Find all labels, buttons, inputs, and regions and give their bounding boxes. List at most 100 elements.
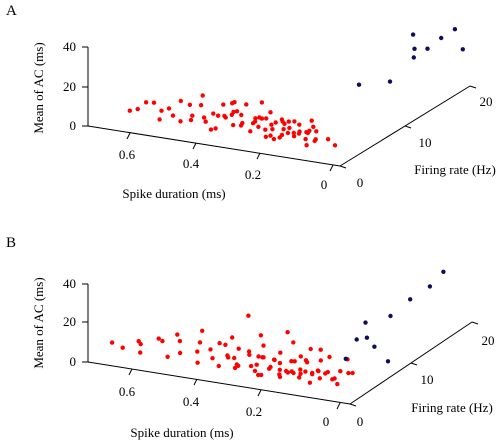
data-point-series-1 xyxy=(325,137,331,142)
y-axis-label: Firing rate (Hz) xyxy=(411,400,493,415)
z-tick-label: 20 xyxy=(63,314,76,329)
data-point-series-1 xyxy=(291,340,296,345)
data-point-series-1 xyxy=(203,119,208,124)
data-point-series-1 xyxy=(236,363,241,368)
data-point-series-1 xyxy=(296,131,302,136)
data-point-series-1 xyxy=(248,129,253,134)
data-point-series-1 xyxy=(138,350,143,355)
data-point-series-1 xyxy=(303,358,309,363)
y-tick-label: 0 xyxy=(357,175,364,190)
data-point-series-1 xyxy=(298,367,303,372)
data-point-series-1 xyxy=(318,347,323,352)
data-point-series-1 xyxy=(291,130,296,136)
x-axis-label: Spike duration (ms) xyxy=(122,186,225,201)
data-point-series-1 xyxy=(247,352,252,357)
data-point-series-1 xyxy=(303,136,308,142)
data-point-series-1 xyxy=(201,115,207,120)
data-point-series-1 xyxy=(330,377,335,382)
panel-b: B 0 20 40 0.6 0.4 0.2 0 0 10 20 Mean of … xyxy=(6,235,495,440)
data-point-series-1 xyxy=(314,129,319,134)
data-point-series-1 xyxy=(231,122,236,128)
z-tick-label: 0 xyxy=(70,354,77,369)
data-point-series-1 xyxy=(258,333,264,338)
data-point-series-1 xyxy=(170,113,176,118)
data-point-series-1 xyxy=(268,364,273,370)
x-tick-mark xyxy=(256,152,261,160)
data-point-series-1 xyxy=(261,343,266,348)
data-point-series-1 xyxy=(175,332,180,337)
data-point-series-2 xyxy=(364,335,370,340)
data-point-series-1 xyxy=(187,102,193,108)
data-point-series-1 xyxy=(246,313,251,318)
data-point-series-1 xyxy=(143,100,149,105)
data-point-series-1 xyxy=(165,354,170,359)
data-point-series-1 xyxy=(195,349,200,354)
data-point-series-1 xyxy=(310,371,315,377)
x-axis-label: Spike duration (ms) xyxy=(130,425,233,440)
data-point-series-1 xyxy=(200,93,205,98)
data-point-series-1 xyxy=(252,368,258,374)
data-point-series-1 xyxy=(313,137,318,142)
x-tick-mark xyxy=(329,164,334,172)
x-tick-mark xyxy=(193,378,198,386)
x-tick-label: 0.6 xyxy=(119,147,136,162)
data-point-series-1 xyxy=(215,113,221,118)
data-point-series-1 xyxy=(208,127,214,132)
data-point-series-2 xyxy=(385,359,391,364)
data-point-series-2 xyxy=(410,32,416,37)
data-point-series-1 xyxy=(277,360,283,366)
data-point-series-1 xyxy=(253,116,258,121)
data-point-series-1 xyxy=(221,102,226,107)
data-point-series-1 xyxy=(268,110,273,115)
data-point-series-1 xyxy=(350,370,355,376)
y-tick-mark xyxy=(339,165,347,169)
data-point-series-1 xyxy=(157,117,162,122)
data-point-series-1 xyxy=(270,127,275,132)
data-point-series-1 xyxy=(109,340,115,345)
data-point-series-1 xyxy=(211,111,216,116)
data-point-series-1 xyxy=(263,134,269,139)
panel-label-b: B xyxy=(6,235,16,251)
data-point-series-1 xyxy=(259,100,265,105)
scatter-points xyxy=(109,269,446,387)
data-point-series-1 xyxy=(254,362,259,367)
y-tick-mark xyxy=(349,403,357,407)
data-point-series-1 xyxy=(318,358,323,363)
data-point-series-1 xyxy=(297,122,302,127)
data-point-series-1 xyxy=(127,108,132,113)
x-tick-mark xyxy=(128,368,133,376)
data-point-series-2 xyxy=(460,47,465,52)
data-point-series-1 xyxy=(278,350,283,355)
data-point-series-1 xyxy=(279,117,285,122)
x-tick-mark xyxy=(257,389,262,397)
data-point-series-1 xyxy=(177,350,183,356)
data-point-series-2 xyxy=(372,344,377,349)
data-point-series-2 xyxy=(343,356,348,361)
data-point-series-1 xyxy=(248,363,254,369)
z-axis-label: Mean of AC (ms) xyxy=(31,277,46,368)
data-point-series-1 xyxy=(178,119,183,124)
data-point-series-2 xyxy=(411,55,416,60)
data-point-series-1 xyxy=(298,371,303,376)
z-tick-label: 40 xyxy=(63,39,76,54)
data-point-series-1 xyxy=(229,112,234,118)
data-point-series-1 xyxy=(256,354,261,359)
data-point-series-1 xyxy=(309,118,314,123)
data-point-series-1 xyxy=(236,346,241,351)
x-tick-mark xyxy=(126,132,131,140)
data-point-series-1 xyxy=(195,360,200,365)
data-point-series-1 xyxy=(327,354,332,360)
data-point-series-1 xyxy=(156,336,161,341)
data-point-series-1 xyxy=(335,381,340,387)
x-axis-line xyxy=(87,125,341,167)
data-point-series-1 xyxy=(216,363,221,369)
data-point-series-2 xyxy=(439,35,444,41)
data-point-series-1 xyxy=(263,127,268,132)
data-point-series-1 xyxy=(281,127,286,132)
data-point-series-1 xyxy=(198,103,204,108)
data-point-series-1 xyxy=(291,134,297,139)
y-tick-label: 10 xyxy=(421,372,434,387)
data-point-series-2 xyxy=(412,46,417,51)
data-point-series-1 xyxy=(223,342,228,347)
